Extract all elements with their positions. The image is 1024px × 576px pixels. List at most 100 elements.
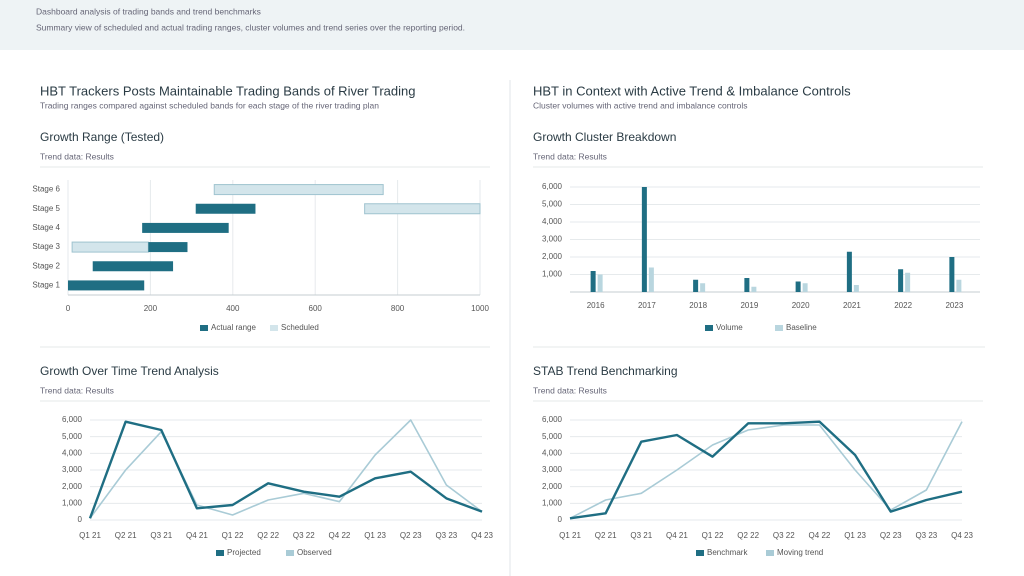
x-tick-label: Q2 22 (737, 531, 759, 540)
range-bar (195, 203, 256, 214)
x-tick-label: 800 (391, 304, 405, 313)
bar (956, 279, 962, 292)
bar (898, 269, 904, 292)
y-tick-label: 4,000 (542, 448, 563, 457)
legend-swatch (766, 550, 774, 556)
x-tick-label: Q3 22 (773, 531, 795, 540)
chart-title: Growth Range (Tested) (40, 130, 164, 144)
range-bar (148, 242, 188, 253)
y-tick-label: Stage 5 (32, 204, 60, 213)
x-tick-label: 200 (144, 304, 158, 313)
legend-swatch (270, 325, 278, 331)
y-tick-label: Stage 3 (32, 242, 60, 251)
x-tick-label: Q1 23 (364, 531, 386, 540)
y-tick-label: 5,000 (542, 200, 563, 209)
legend-label: Projected (227, 548, 261, 557)
y-tick-label: Stage 2 (32, 261, 60, 270)
legend-label: Moving trend (777, 548, 823, 557)
bar (744, 278, 750, 292)
x-tick-label: Q1 21 (79, 531, 101, 540)
x-tick-label: 400 (226, 304, 240, 313)
chart-subtitle: Trend data: Results (40, 385, 114, 395)
y-tick-label: 0 (78, 515, 83, 524)
bar (597, 274, 603, 292)
legend-label: Observed (297, 548, 332, 557)
y-tick-label: 5,000 (62, 432, 83, 441)
x-tick-label: Q1 22 (222, 531, 244, 540)
y-tick-label: 3,000 (62, 465, 83, 474)
bar (846, 251, 852, 292)
x-tick-label: Q2 23 (880, 531, 902, 540)
x-tick-label: Q1 21 (559, 531, 581, 540)
legend-swatch (705, 325, 713, 331)
y-tick-label: 1,000 (542, 498, 563, 507)
range-bar (213, 184, 384, 196)
legend-label: Scheduled (281, 323, 319, 332)
panel-title: HBT in Context with Active Trend & Imbal… (533, 83, 851, 98)
x-tick-label: Q2 22 (257, 531, 279, 540)
chart-subtitle: Trend data: Results (533, 385, 607, 395)
x-tick-label: 2020 (792, 301, 810, 310)
x-tick-label: 2016 (587, 301, 605, 310)
y-tick-label: 1,000 (542, 270, 563, 279)
y-tick-label: Stage 1 (32, 281, 60, 290)
bar (648, 267, 654, 292)
legend-swatch (286, 550, 294, 556)
top-banner (0, 0, 1024, 50)
x-tick-label: Q2 21 (115, 531, 137, 540)
x-tick-label: Q3 23 (915, 531, 937, 540)
y-tick-label: 3,000 (542, 235, 563, 244)
y-tick-label: 6,000 (62, 415, 83, 424)
panel-title: HBT Trackers Posts Maintainable Trading … (40, 83, 416, 98)
y-tick-label: Stage 6 (32, 185, 60, 194)
x-tick-label: Q2 23 (400, 531, 422, 540)
panel-subtitle: Cluster volumes with active trend and im… (533, 100, 748, 110)
panel-subtitle: Trading ranges compared against schedule… (40, 100, 379, 110)
x-tick-label: 0 (66, 304, 71, 313)
line-series (569, 420, 963, 520)
y-tick-label: 6,000 (542, 415, 563, 424)
chart-title: Growth Cluster Breakdown (533, 130, 676, 144)
bar (700, 283, 706, 292)
bar (693, 279, 699, 292)
legend-label: Volume (716, 323, 743, 332)
x-tick-label: 600 (309, 304, 323, 313)
x-tick-label: Q3 21 (630, 531, 652, 540)
x-tick-label: Q2 21 (595, 531, 617, 540)
bar (802, 283, 808, 292)
legend-label: Benchmark (707, 548, 748, 557)
legend-label: Baseline (786, 323, 817, 332)
line-series (569, 421, 963, 520)
y-tick-label: Stage 4 (32, 223, 60, 232)
banner-title: Dashboard analysis of trading bands and … (36, 6, 261, 16)
y-tick-label: 5,000 (542, 432, 563, 441)
y-tick-label: 2,000 (542, 252, 563, 261)
legend-swatch (216, 550, 224, 556)
range-bar (71, 241, 149, 253)
x-tick-label: 2017 (638, 301, 656, 310)
x-tick-label: Q4 21 (666, 531, 688, 540)
chart-subtitle: Trend data: Results (40, 151, 114, 161)
banner-subtitle: Summary view of scheduled and actual tra… (36, 22, 465, 32)
chart-subtitle: Trend data: Results (533, 151, 607, 161)
y-tick-label: 6,000 (542, 182, 563, 191)
range-bar (68, 280, 145, 291)
x-tick-label: Q3 21 (150, 531, 172, 540)
x-tick-label: Q4 23 (951, 531, 973, 540)
y-tick-label: 2,000 (62, 482, 83, 491)
y-tick-label: 1,000 (62, 498, 83, 507)
bar (905, 272, 911, 292)
x-tick-label: Q4 22 (329, 531, 351, 540)
y-tick-label: 4,000 (62, 448, 83, 457)
line-series (89, 419, 483, 519)
x-tick-label: Q4 22 (809, 531, 831, 540)
x-tick-label: Q3 23 (435, 531, 457, 540)
line-series (88, 420, 483, 519)
range-bar (364, 203, 481, 215)
y-tick-label: 2,000 (542, 482, 563, 491)
bar (751, 286, 757, 292)
bar (949, 257, 955, 292)
x-tick-label: 1000 (471, 304, 489, 313)
chart-title: STAB Trend Benchmarking (533, 364, 678, 378)
y-tick-label: 0 (558, 515, 563, 524)
